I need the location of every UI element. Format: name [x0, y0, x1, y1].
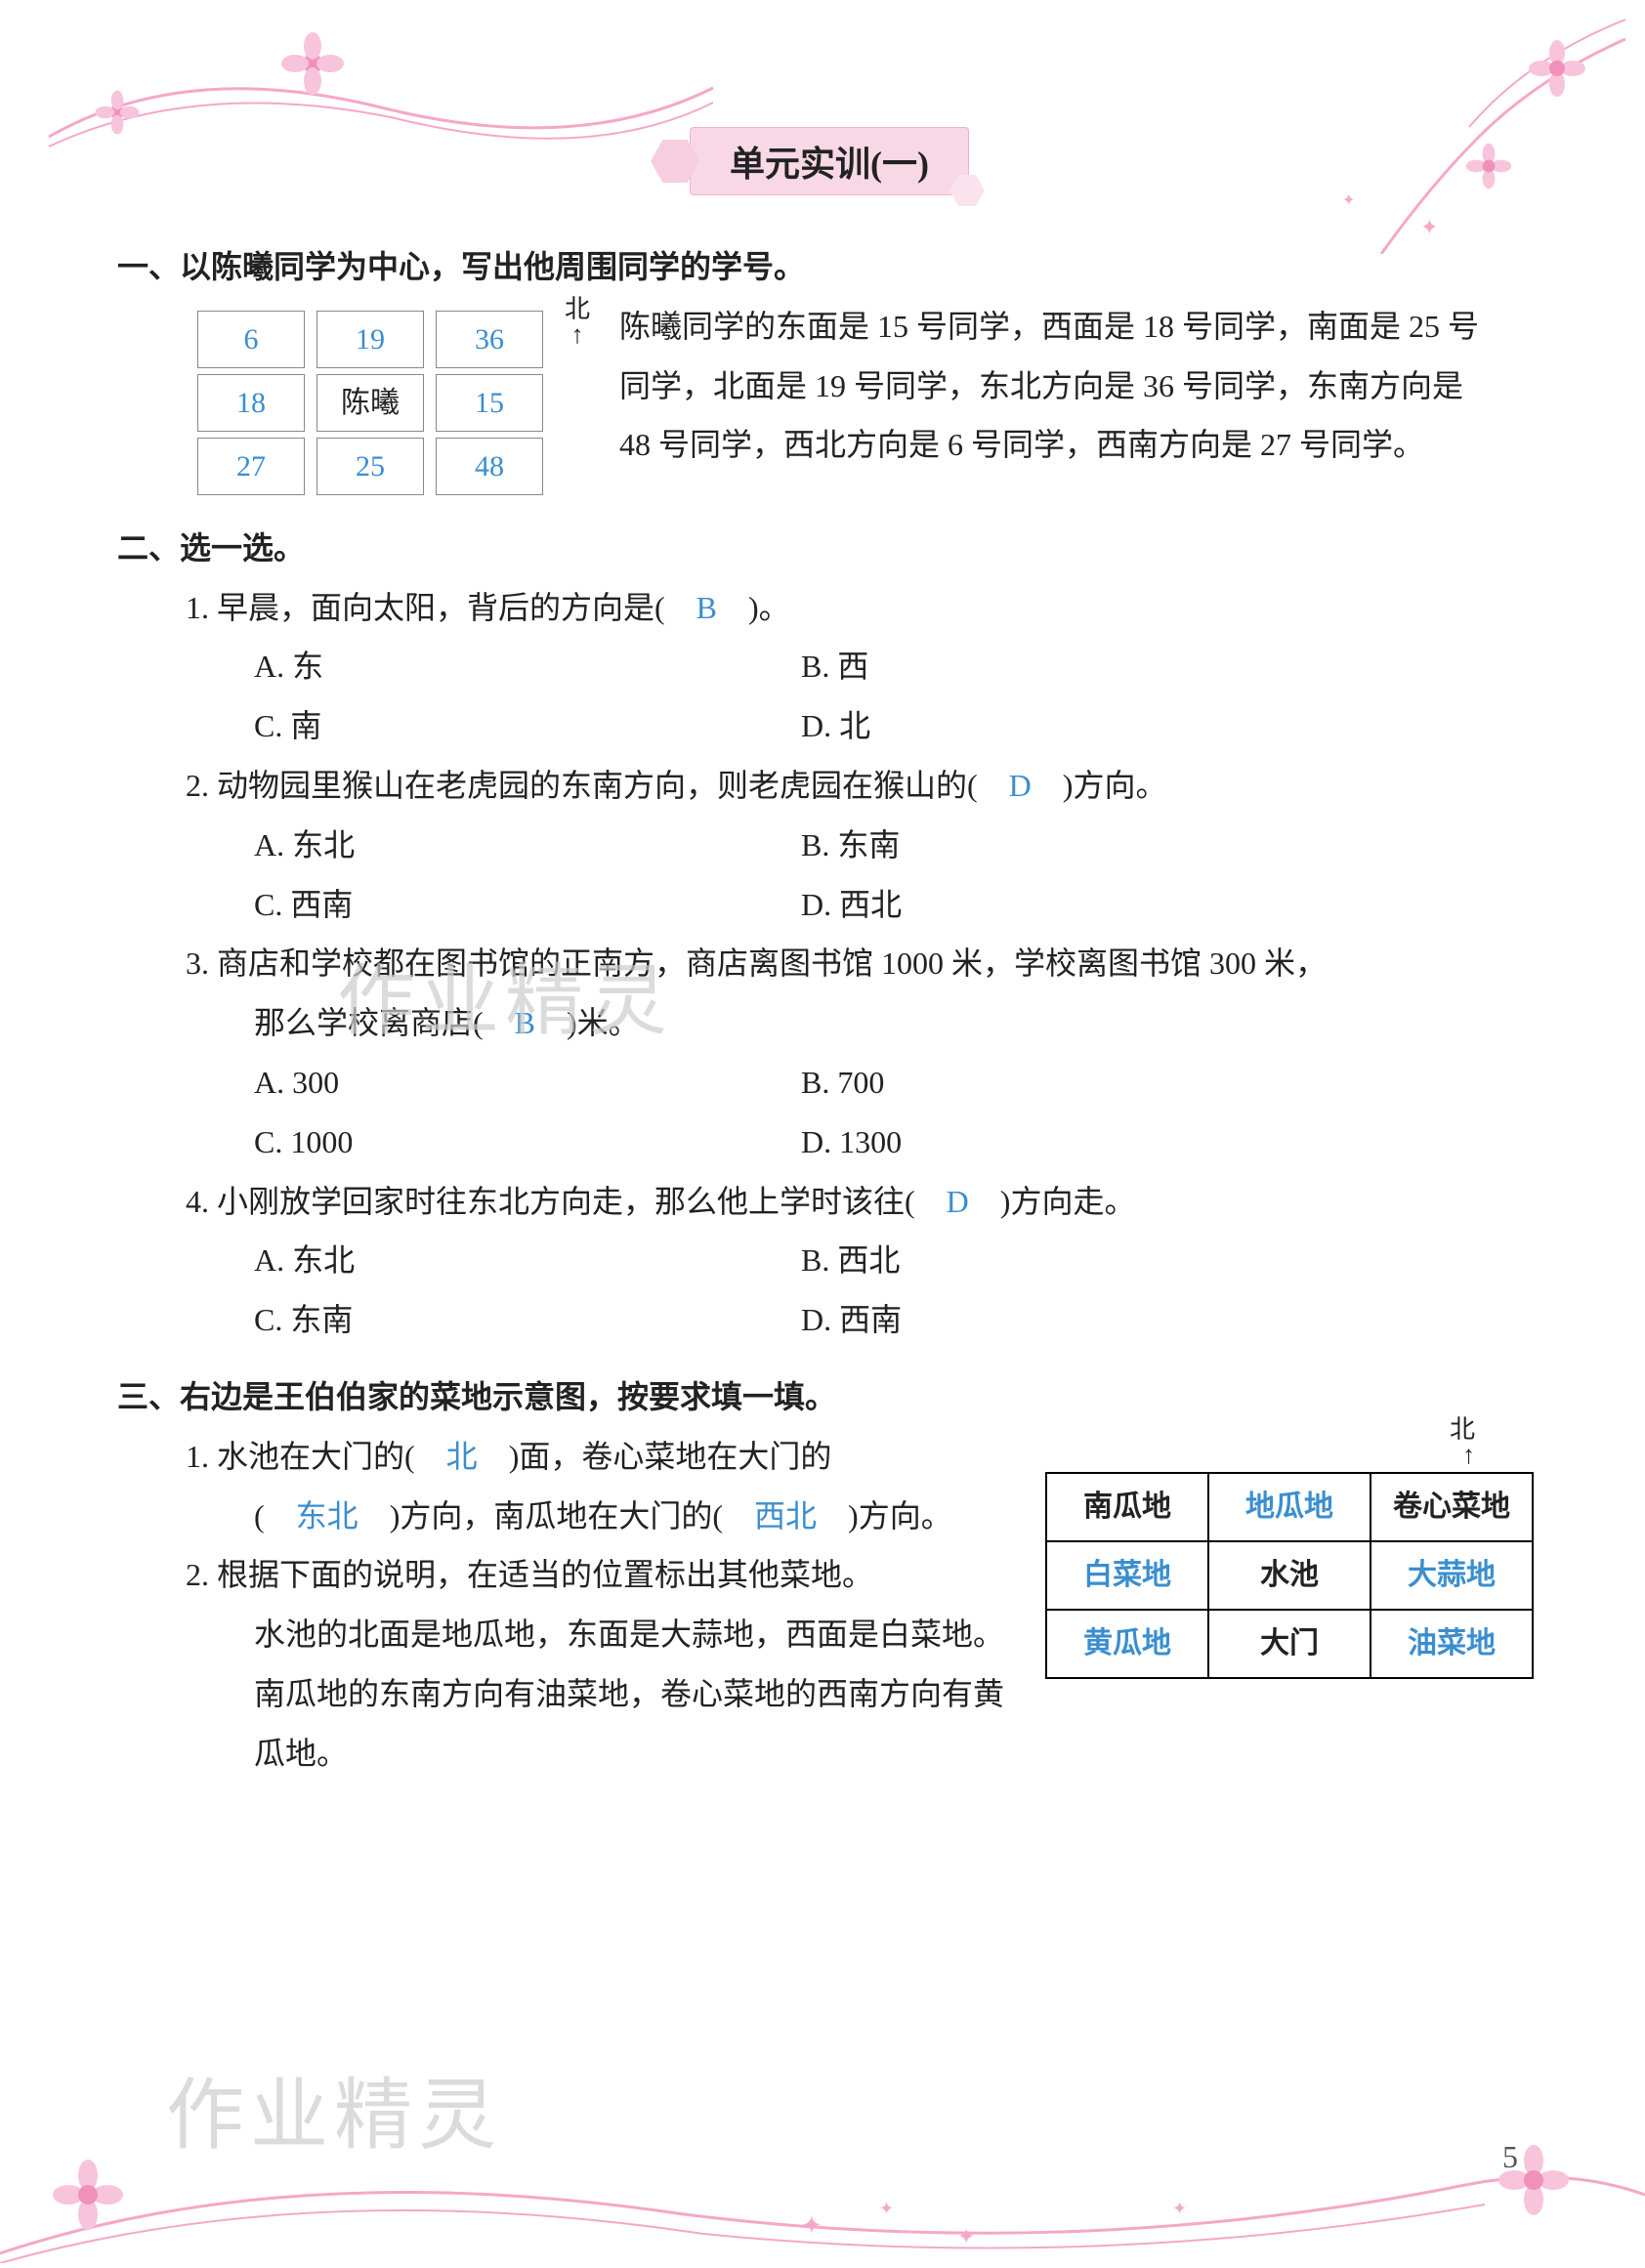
decoration-top-left: [39, 20, 723, 215]
garden-cell: 白菜地: [1046, 1541, 1208, 1610]
opt-b: B. 西: [801, 637, 1348, 696]
q1-description: 陈曦同学的东面是 15 号同学，西面是 18 号同学，南面是 25 号同学，北面…: [619, 297, 1498, 475]
answer: 东北: [296, 1498, 359, 1533]
q2-head: 二、选一选。: [117, 519, 1543, 578]
opt-a: A. 300: [254, 1053, 801, 1113]
north-label: 北: [1450, 1415, 1475, 1444]
q1-center: 陈曦: [316, 374, 424, 432]
garden-cell: 水池: [1208, 1541, 1371, 1610]
q3-sub2-body: 水池的北面是地瓜地，东面是大蒜地，西面是白菜地。南瓜地的东南方向有油菜地，卷心菜…: [117, 1605, 1016, 1783]
svg-text:✦: ✦: [879, 2199, 894, 2218]
stem: )面，卷心菜地在大门的: [478, 1439, 832, 1474]
garden-cell: 大门: [1208, 1610, 1371, 1678]
q3-text: 1. 水池在大门的( 北 )面，卷心菜地在大门的 ( 东北 )方向，南瓜地在大门…: [117, 1427, 1016, 1784]
opt-d: D. 1300: [801, 1113, 1348, 1172]
q2-1: 1. 早晨，面向太阳，背后的方向是( B )。: [117, 578, 1543, 638]
svg-text:✦: ✦: [957, 2224, 975, 2248]
opt-c: C. 1000: [254, 1113, 801, 1172]
q2-2: 2. 动物园里猴山在老虎园的东南方向，则老虎园在猴山的( D )方向。: [117, 756, 1543, 816]
svg-text:✦: ✦: [1342, 192, 1355, 209]
stem: )方向。: [817, 1498, 952, 1533]
q1-cell: 15: [436, 374, 543, 432]
q1-cell: 6: [197, 311, 305, 368]
q1-cell: 27: [197, 438, 305, 495]
stem: )。: [717, 590, 790, 625]
garden-cell: 油菜地: [1371, 1610, 1533, 1678]
q2-3-line1: 3. 商店和学校都在图书馆的正南方，商店离图书馆 1000 米，学校离图书馆 3…: [117, 934, 1543, 993]
garden-cell: 南瓜地: [1046, 1473, 1208, 1541]
opt-c: C. 西南: [254, 875, 801, 935]
q2-3-line2: 那么学校离商店( B )米。: [117, 993, 1543, 1053]
garden-cell: 卷心菜地: [1371, 1473, 1533, 1541]
opt-a: A. 东北: [254, 816, 801, 875]
decoration-top-right: ✦ ✦: [1284, 10, 1625, 254]
stem: 1. 水池在大门的(: [186, 1439, 446, 1474]
answer: 北: [446, 1439, 478, 1474]
title-banner: 单元实训(一): [651, 127, 994, 195]
q1-cell: 18: [197, 374, 305, 432]
answer: D: [947, 1184, 969, 1219]
svg-text:✦: ✦: [801, 2211, 822, 2240]
opt-a: A. 东: [254, 637, 801, 696]
page-number: 5: [1502, 2139, 1518, 2175]
opt-c: C. 南: [254, 696, 801, 756]
q1-cell: 36: [436, 311, 543, 368]
opt-c: C. 东南: [254, 1290, 801, 1350]
stem: )米。: [535, 1005, 640, 1040]
q3-sub2-head: 2. 根据下面的说明，在适当的位置标出其他菜地。: [117, 1545, 1016, 1605]
stem: )方向。: [1032, 768, 1167, 803]
stem: 1. 早晨，面向太阳，背后的方向是(: [186, 590, 696, 625]
q1-cell: 19: [316, 311, 424, 368]
garden-cell: 地瓜地: [1208, 1473, 1371, 1541]
stem: 2. 动物园里猴山在老虎园的东南方向，则老虎园在猴山的(: [186, 768, 1009, 803]
garden-cell: 大蒜地: [1371, 1541, 1533, 1610]
answer: 西北: [754, 1498, 817, 1533]
opt-d: D. 北: [801, 696, 1348, 756]
q1-grid: 6 19 36 18 陈曦 15 27 25 48: [186, 305, 555, 501]
stem: )方向，南瓜地在大门的(: [359, 1498, 754, 1533]
opt-d: D. 西南: [801, 1290, 1348, 1350]
opt-b: B. 700: [801, 1053, 1348, 1113]
page-title: 单元实训(一): [690, 127, 969, 195]
stem: )方向走。: [969, 1184, 1136, 1219]
opt-b: B. 西北: [801, 1231, 1348, 1290]
svg-text:✦: ✦: [1172, 2199, 1187, 2218]
north-label: 北: [565, 295, 590, 323]
q2-4: 4. 小刚放学回家时往东北方向走，那么他上学时该往( D )方向走。: [117, 1172, 1543, 1232]
opt-b: B. 东南: [801, 816, 1348, 875]
opt-d: D. 西北: [801, 875, 1348, 935]
q1-cell: 25: [316, 438, 424, 495]
content-area: 一、以陈曦同学为中心，写出他周围同学的学号。 6 19 36 18 陈曦 15 …: [117, 220, 1543, 1784]
answer: B: [515, 1005, 535, 1040]
q1-cell: 48: [436, 438, 543, 495]
garden-cell: 黄瓜地: [1046, 1610, 1208, 1678]
stem: 那么学校离商店(: [254, 1005, 515, 1040]
garden-diagram: 北↑ 南瓜地 地瓜地 卷心菜地 白菜地 水池 大蒜地 黄瓜地 大门 油菜地: [1045, 1417, 1534, 1679]
opt-a: A. 东北: [254, 1231, 801, 1290]
answer: D: [1009, 768, 1032, 803]
stem: (: [254, 1498, 296, 1533]
decoration-bottom: ✦ ✦ ✦ ✦: [0, 2068, 1645, 2263]
north-arrow: 北↑: [565, 297, 590, 348]
q1-head: 一、以陈曦同学为中心，写出他周围同学的学号。: [117, 237, 1543, 297]
stem: 4. 小刚放学回家时往东北方向走，那么他上学时该往(: [186, 1184, 947, 1219]
answer: B: [696, 590, 717, 625]
